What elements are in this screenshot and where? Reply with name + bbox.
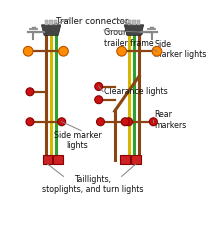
- Circle shape: [121, 118, 129, 126]
- Polygon shape: [124, 25, 144, 35]
- Circle shape: [149, 118, 157, 126]
- Text: Trailer connector: Trailer connector: [56, 17, 129, 26]
- Bar: [43, 155, 52, 164]
- Bar: [131, 155, 140, 164]
- Circle shape: [152, 46, 162, 56]
- Circle shape: [23, 46, 33, 56]
- Circle shape: [58, 118, 66, 126]
- Circle shape: [125, 118, 133, 126]
- Text: Side
marker lights: Side marker lights: [154, 40, 207, 59]
- Bar: [128, 20, 131, 25]
- Circle shape: [26, 88, 34, 96]
- Text: Side marker
lights: Side marker lights: [54, 131, 101, 150]
- Bar: [54, 20, 57, 25]
- Text: Taillights,
stoplights, and turn lights: Taillights, stoplights, and turn lights: [42, 175, 143, 194]
- Circle shape: [95, 96, 103, 104]
- Bar: [132, 20, 136, 25]
- Bar: [49, 20, 53, 25]
- Text: Clearance lights: Clearance lights: [104, 87, 168, 96]
- Circle shape: [97, 118, 104, 126]
- Polygon shape: [41, 25, 61, 35]
- Bar: [45, 20, 49, 25]
- Circle shape: [59, 46, 68, 56]
- Circle shape: [95, 83, 103, 90]
- Circle shape: [117, 46, 126, 56]
- Bar: [120, 155, 130, 164]
- Bar: [137, 20, 140, 25]
- Bar: [53, 155, 63, 164]
- Text: Rear
markers: Rear markers: [154, 110, 186, 130]
- Text: Ground to
trailer frame: Ground to trailer frame: [104, 28, 154, 48]
- Circle shape: [26, 118, 34, 126]
